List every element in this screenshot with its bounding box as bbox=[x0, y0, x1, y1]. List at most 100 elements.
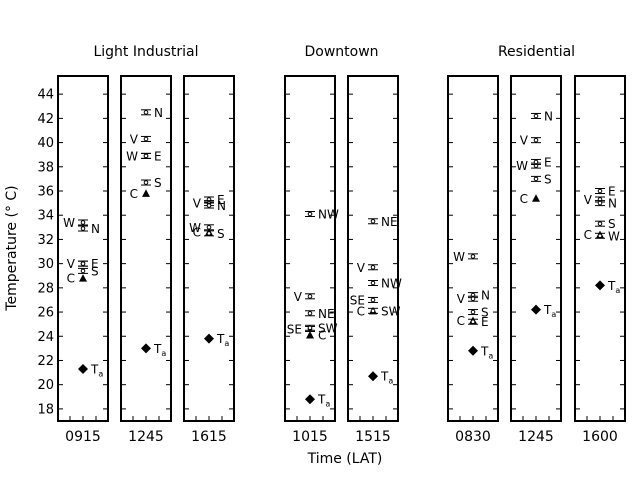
y-tick-label: 36 bbox=[37, 185, 54, 200]
panel-frame bbox=[183, 75, 235, 422]
y-tick-label: 24 bbox=[37, 330, 54, 345]
point-label: S bbox=[91, 264, 99, 278]
point-label: NE bbox=[381, 215, 398, 229]
y-tick-label: 30 bbox=[37, 257, 54, 272]
data-point: C bbox=[306, 329, 326, 343]
y-tick-label: 18 bbox=[37, 402, 54, 417]
x-tick-label: 1245 bbox=[518, 429, 554, 445]
point-label: Ta bbox=[380, 370, 393, 386]
data-point: S bbox=[141, 176, 162, 190]
point-label: E bbox=[154, 149, 162, 163]
point-marker bbox=[307, 325, 313, 331]
data-point: V bbox=[130, 132, 151, 146]
data-point: C bbox=[520, 192, 540, 206]
point-marker bbox=[470, 319, 476, 325]
point-marker bbox=[206, 203, 212, 208]
point-label-subscript: a bbox=[388, 377, 393, 386]
data-point: V bbox=[520, 134, 541, 148]
triangle-marker bbox=[306, 331, 314, 339]
diamond-marker bbox=[204, 333, 214, 344]
point-label: N bbox=[217, 199, 226, 213]
point-marker bbox=[597, 233, 603, 239]
point-label: S bbox=[544, 172, 552, 186]
point-label: Ta bbox=[543, 303, 556, 319]
data-point: N bbox=[531, 109, 553, 123]
point-label: NW bbox=[318, 208, 339, 222]
point-label: SE bbox=[350, 293, 365, 307]
y-tick-label: 44 bbox=[37, 88, 54, 103]
y-tick-label: 28 bbox=[37, 281, 54, 296]
point-label-main: T bbox=[607, 279, 616, 293]
point-marker bbox=[533, 176, 539, 182]
diamond-marker bbox=[531, 304, 541, 315]
data-point: SW bbox=[368, 304, 401, 318]
point-label: C bbox=[584, 228, 592, 242]
point-marker bbox=[307, 294, 313, 299]
point-label-subscript: a bbox=[161, 349, 166, 358]
data-point: N bbox=[78, 222, 100, 236]
panel-frame bbox=[510, 75, 562, 422]
point-marker bbox=[307, 310, 313, 316]
point-label: E bbox=[544, 155, 552, 169]
data-point: S bbox=[595, 217, 616, 231]
point-marker bbox=[370, 264, 376, 270]
point-label: W bbox=[453, 250, 465, 264]
triangle-marker bbox=[79, 274, 87, 282]
diamond-marker bbox=[468, 345, 478, 356]
data-point: W bbox=[63, 216, 88, 230]
x-tick-label: 1515 bbox=[355, 429, 391, 445]
point-label-subscript: a bbox=[224, 339, 229, 348]
data-point: W bbox=[453, 250, 478, 264]
y-tick-label: 32 bbox=[37, 233, 54, 248]
data-point: V bbox=[584, 193, 605, 207]
y-tick-label: 38 bbox=[37, 160, 54, 175]
point-label-main: T bbox=[480, 344, 489, 358]
group-title: Downtown bbox=[304, 44, 378, 60]
point-label: Ta bbox=[607, 279, 620, 295]
point-label: V bbox=[457, 292, 466, 306]
point-label: N bbox=[154, 106, 163, 120]
point-marker bbox=[143, 136, 149, 142]
point-label: W bbox=[189, 221, 201, 235]
y-tick-label: 34 bbox=[37, 209, 54, 224]
chart-panel: 1245 N VW ES C Ta bbox=[120, 75, 172, 445]
point-marker bbox=[370, 308, 376, 314]
group-title: Residential bbox=[498, 44, 575, 60]
point-marker bbox=[143, 180, 149, 185]
data-point: N bbox=[204, 199, 226, 213]
data-point: E bbox=[78, 257, 99, 271]
data-point: E bbox=[141, 149, 162, 163]
chart-panel: 1515 NE V NW SEC SW Ta bbox=[347, 75, 402, 445]
data-point: N bbox=[141, 106, 163, 120]
data-point: Ta bbox=[595, 279, 620, 295]
data-point: E bbox=[468, 315, 489, 329]
data-point: NE bbox=[368, 215, 398, 229]
point-label: SW bbox=[318, 321, 338, 335]
panel-frame bbox=[574, 75, 626, 422]
point-label-subscript: a bbox=[488, 351, 493, 360]
point-marker bbox=[597, 188, 603, 194]
point-label-subscript: a bbox=[325, 400, 330, 409]
point-label: E bbox=[608, 185, 616, 199]
group-title: Light Industrial bbox=[93, 44, 198, 60]
point-label: Ta bbox=[90, 362, 103, 378]
point-label: W bbox=[126, 149, 138, 163]
x-tick-label: 1245 bbox=[128, 429, 164, 445]
point-label-subscript: a bbox=[98, 369, 103, 378]
point-marker bbox=[80, 226, 86, 231]
x-tick-label: 1015 bbox=[292, 429, 328, 445]
point-label: C bbox=[193, 226, 201, 240]
point-label: SE bbox=[287, 323, 302, 337]
point-label: V bbox=[584, 193, 593, 207]
x-tick-label: 1615 bbox=[191, 429, 227, 445]
data-point: NW bbox=[305, 208, 339, 222]
chart-panel: 18 20 22 24 26 28 30 32 34 36 38 40 42 44 0915 W N V ES C Ta bbox=[37, 75, 109, 445]
point-label: SW bbox=[381, 304, 401, 318]
point-label-main: T bbox=[216, 332, 225, 346]
data-point: SW bbox=[305, 321, 338, 335]
x-tick-label: 0830 bbox=[455, 429, 491, 445]
point-label: N bbox=[481, 289, 490, 303]
chart-panel: 1600 E V NS C W Ta bbox=[574, 75, 626, 445]
point-label-subscript: a bbox=[551, 310, 556, 319]
y-tick-label: 40 bbox=[37, 136, 54, 151]
